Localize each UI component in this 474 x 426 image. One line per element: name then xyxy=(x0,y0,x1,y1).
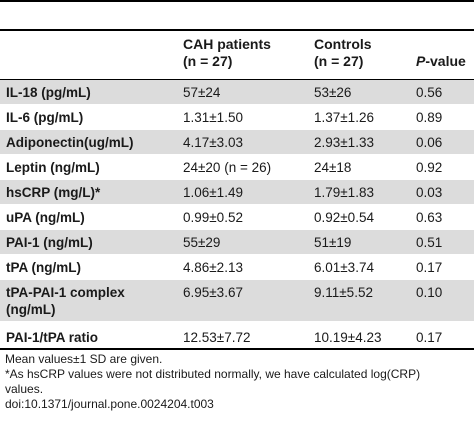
header-controls-n: (n = 27) xyxy=(314,53,364,69)
bottom-rule xyxy=(0,348,474,350)
header-cah-n: (n = 27) xyxy=(183,53,233,69)
row-cah-value: 0.99±0.52 xyxy=(183,210,243,225)
row-controls-value: 53±26 xyxy=(314,85,352,100)
row-p-value: 0.63 xyxy=(416,210,443,225)
row-parameter: tPA-PAI-1 complex (ng/mL) xyxy=(6,280,176,319)
row-controls-value: 10.19±4.23 xyxy=(314,330,382,345)
table-header: CAH patients (n = 27) Controls (n = 27) … xyxy=(0,31,474,79)
footnote-hscrp-cont: values. xyxy=(5,382,44,396)
row-controls-value: 51±19 xyxy=(314,235,352,250)
row-p-value: 0.03 xyxy=(416,185,443,200)
row-parameter: PAI-1/tPA ratio xyxy=(6,330,99,345)
footnote-mean-sd: Mean values±1 SD are given. xyxy=(5,352,163,366)
footnote-hscrp: *As hsCRP values were not distributed no… xyxy=(5,367,421,381)
table-row: Leptin (ng/mL) 24±20 (n = 26) 24±18 0.92 xyxy=(0,155,474,180)
row-parameter-line1: tPA-PAI-1 complex xyxy=(6,285,125,300)
row-parameter: PAI-1 (ng/mL) xyxy=(6,235,93,250)
row-p-value: 0.92 xyxy=(416,160,443,175)
table-row: tPA (ng/mL) 4.86±2.13 6.01±3.74 0.17 xyxy=(0,255,474,280)
row-parameter: Adiponectin(ug/mL) xyxy=(6,135,134,150)
header-cah-patients: CAH patients (n = 27) xyxy=(183,36,271,70)
row-controls-value: 1.37±1.26 xyxy=(314,110,374,125)
table-row: PAI-1/tPA ratio 12.53±7.72 10.19±4.23 0.… xyxy=(0,322,474,350)
row-p-value: 0.89 xyxy=(416,110,443,125)
row-parameter-line2: (ng/mL) xyxy=(6,302,56,317)
row-p-value: 0.17 xyxy=(416,260,443,275)
table-row: IL-6 (pg/mL) 1.31±1.50 1.37±1.26 0.89 xyxy=(0,105,474,130)
doi-reference: doi:10.1371/journal.pone.0024204.t003 xyxy=(5,397,214,411)
table-row: IL-18 (pg/mL) 57±24 53±26 0.56 xyxy=(0,80,474,105)
table-row: hsCRP (mg/L)* 1.06±1.49 1.79±1.83 0.03 xyxy=(0,180,474,205)
row-parameter: hsCRP (mg/L)* xyxy=(6,185,101,200)
row-p-value: 0.51 xyxy=(416,235,443,250)
header-p-italic: P xyxy=(416,53,426,69)
row-controls-value: 24±18 xyxy=(314,160,352,175)
header-p-rest: -value xyxy=(425,53,466,69)
row-cah-value: 55±29 xyxy=(183,235,221,250)
header-controls-label: Controls xyxy=(314,36,372,52)
row-cah-value: 1.06±1.49 xyxy=(183,185,243,200)
row-parameter: uPA (ng/mL) xyxy=(6,210,85,225)
header-cah-label: CAH patients xyxy=(183,36,271,52)
row-p-value: 0.10 xyxy=(416,285,443,300)
row-p-value: 0.06 xyxy=(416,135,443,150)
table-footnotes: Mean values±1 SD are given. *As hsCRP va… xyxy=(5,352,471,412)
header-controls: Controls (n = 27) xyxy=(314,36,372,70)
table-row: uPA (ng/mL) 0.99±0.52 0.92±0.54 0.63 xyxy=(0,205,474,230)
row-cah-value: 24±20 (n = 26) xyxy=(183,160,272,175)
row-cah-value: 1.31±1.50 xyxy=(183,110,243,125)
row-cah-value: 6.95±3.67 xyxy=(183,285,243,300)
row-cah-value: 12.53±7.72 xyxy=(183,330,251,345)
row-controls-value: 2.93±1.33 xyxy=(314,135,374,150)
row-controls-value: 1.79±1.83 xyxy=(314,185,374,200)
row-controls-value: 0.92±0.54 xyxy=(314,210,374,225)
table-body: IL-18 (pg/mL) 57±24 53±26 0.56 IL-6 (pg/… xyxy=(0,80,474,350)
table-row: Adiponectin(ug/mL) 4.17±3.03 2.93±1.33 0… xyxy=(0,130,474,155)
row-parameter: IL-6 (pg/mL) xyxy=(6,110,84,125)
row-parameter: tPA (ng/mL) xyxy=(6,260,81,275)
table-row: tPA-PAI-1 complex (ng/mL) 6.95±3.67 9.11… xyxy=(0,280,474,322)
row-cah-value: 4.86±2.13 xyxy=(183,260,243,275)
header-rule xyxy=(0,79,474,80)
row-cah-value: 4.17±3.03 xyxy=(183,135,243,150)
row-controls-value: 9.11±5.52 xyxy=(314,285,373,300)
row-p-value: 0.56 xyxy=(416,85,443,100)
row-parameter: Leptin (ng/mL) xyxy=(6,160,100,175)
header-p-value: P-value xyxy=(416,53,466,70)
row-p-value: 0.17 xyxy=(416,330,443,345)
row-cah-value: 57±24 xyxy=(183,85,221,100)
row-parameter: IL-18 (pg/mL) xyxy=(6,85,91,100)
table-row: PAI-1 (ng/mL) 55±29 51±19 0.51 xyxy=(0,230,474,255)
row-controls-value: 6.01±3.74 xyxy=(314,260,374,275)
top-rule-secondary xyxy=(0,29,474,31)
top-rule xyxy=(0,0,474,2)
